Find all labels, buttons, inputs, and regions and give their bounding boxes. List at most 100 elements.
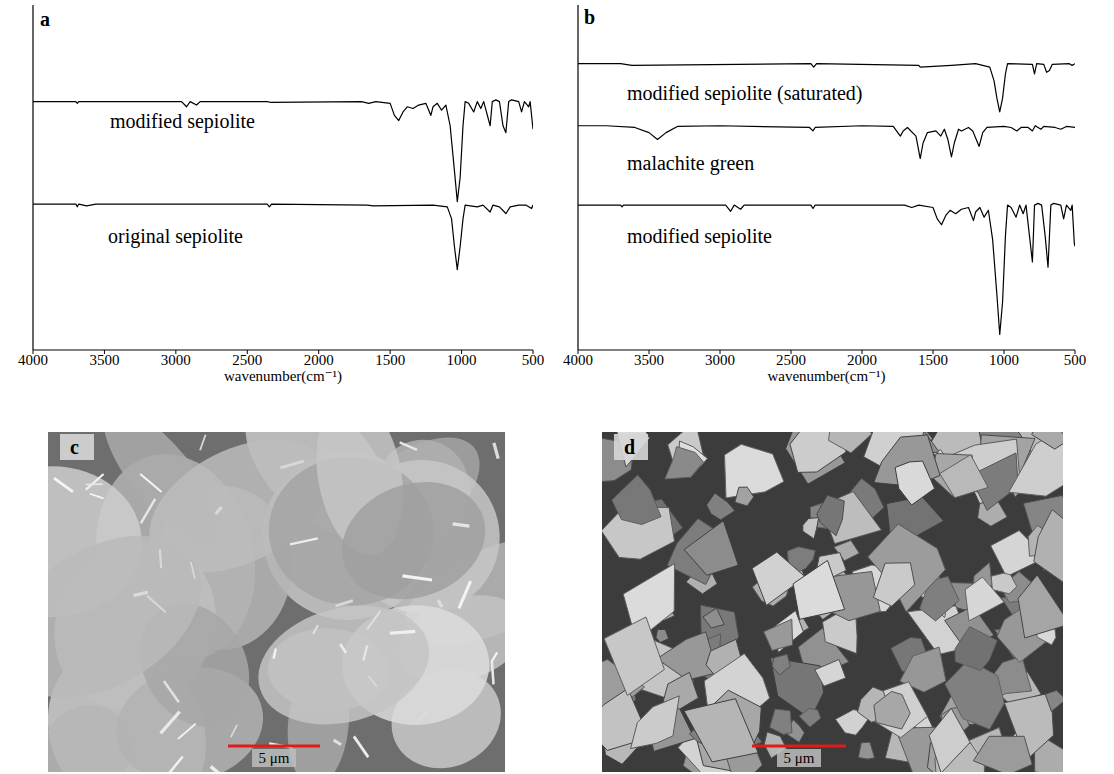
sem-texture [48, 432, 505, 772]
sem-fibre [200, 435, 206, 451]
x-tick-label: 1000 [447, 352, 477, 368]
scale-bar [752, 745, 846, 748]
sem-flake [612, 475, 661, 524]
sem-fibre [369, 676, 378, 687]
sem-fibre [354, 736, 368, 757]
letter-ground [614, 434, 648, 460]
sem-flake [735, 487, 754, 506]
sem-texture [602, 432, 1063, 772]
x-tick-label: 3500 [634, 352, 664, 368]
series-label: modified sepiolite [110, 110, 255, 133]
sem-flake [604, 617, 664, 695]
scale-ground [252, 749, 296, 767]
sem-flake [955, 627, 997, 671]
sem-flake [772, 654, 790, 675]
scale-bar [228, 745, 320, 748]
x-axis-title: wavenumber(cm⁻¹) [224, 368, 342, 385]
sem-image: d5 μm [581, 404, 1093, 774]
sem-fibre [280, 461, 303, 468]
sem-fibre [438, 600, 442, 607]
sem-fibre [453, 524, 470, 526]
scale-bar-label: 5 μm [259, 750, 290, 766]
sem-fibre [178, 724, 196, 739]
panel-letter: c [70, 436, 79, 458]
sem-flake [725, 444, 784, 498]
spectrum-line [578, 203, 1075, 334]
sem-flake [895, 461, 935, 505]
series-label: malachite green [627, 152, 754, 175]
sem-fibre [494, 443, 498, 459]
sem-flake [857, 682, 928, 738]
x-tick-label: 4000 [18, 352, 48, 368]
sem-flake [1034, 510, 1063, 583]
letter-ground [60, 434, 94, 460]
sem-flake [799, 709, 821, 728]
x-tick-label: 4000 [563, 352, 593, 368]
panel-letter: b [584, 6, 595, 28]
sem-flake [770, 709, 792, 735]
sem-fibre [390, 631, 415, 633]
sem-flake [631, 696, 680, 749]
panel-letter: a [40, 8, 50, 30]
x-axis-title: wavenumber(cm⁻¹) [767, 368, 885, 385]
sem-fibre [211, 766, 221, 772]
x-tick-label: 500 [1064, 352, 1087, 368]
sem-flake [803, 518, 819, 539]
sem-flake [1045, 690, 1063, 711]
sem-fibre [161, 712, 180, 734]
sem-fibre [367, 611, 380, 630]
sem-flake [873, 563, 914, 606]
sem-fibre [492, 661, 494, 684]
sem-flake [940, 455, 988, 498]
sem-fibre [363, 645, 367, 660]
x-axis-line [33, 349, 533, 350]
sem-flake [684, 521, 738, 576]
x-tick-label: 1500 [375, 352, 405, 368]
spectrum-panel: 4000350030002500200015001000500wavenumbe… [18, 5, 544, 385]
sem-fibre [141, 499, 155, 523]
sem-fibre [86, 474, 104, 490]
sem-fibre [274, 648, 276, 658]
sem-flake [965, 577, 1004, 621]
sem-background [602, 432, 1063, 772]
x-tick-label: 2000 [304, 352, 334, 368]
sem-flake [991, 573, 1017, 594]
y-axis-line [577, 5, 578, 350]
sem-fibre [313, 625, 318, 634]
sem-fibre [459, 581, 471, 608]
sem-fibre [86, 483, 103, 485]
sem-flake [829, 432, 872, 453]
sem-fibre [290, 538, 318, 544]
sem-fibre [164, 756, 183, 772]
sem-flake [707, 493, 735, 520]
x-tick-label: 3500 [89, 352, 119, 368]
x-axis-line [578, 349, 1075, 350]
y-axis-line [32, 5, 33, 350]
sem-flake [1018, 575, 1063, 638]
sem-fibre [54, 478, 73, 492]
figure: 4000350030002500200015001000500wavenumbe… [0, 0, 1114, 774]
sem-fibre [402, 576, 432, 580]
sem-flake [656, 629, 669, 642]
spectrum-panel: 4000350030002500200015001000500wavenumbe… [563, 5, 1086, 385]
sem-flake [703, 608, 724, 628]
sem-flake [945, 660, 1004, 729]
sem-flake [868, 524, 946, 612]
x-tick-label: 1500 [918, 352, 948, 368]
sem-flake [817, 495, 845, 536]
sem-flake [973, 736, 1032, 772]
x-tick-label: 500 [522, 352, 545, 368]
sem-fibre [147, 596, 166, 613]
sem-fibre [400, 442, 417, 449]
spectrum-line [33, 100, 533, 202]
sem-fibre [133, 592, 147, 595]
sem-fibre [336, 601, 353, 606]
panel-letter: d [624, 436, 635, 458]
spectrum-line [33, 204, 533, 270]
sem-flake [858, 742, 874, 759]
x-tick-label: 2500 [776, 352, 806, 368]
sem-fibre [160, 549, 161, 568]
sem-fibre [334, 740, 341, 745]
sem-flake [665, 447, 703, 479]
sem-fibre [231, 725, 237, 737]
